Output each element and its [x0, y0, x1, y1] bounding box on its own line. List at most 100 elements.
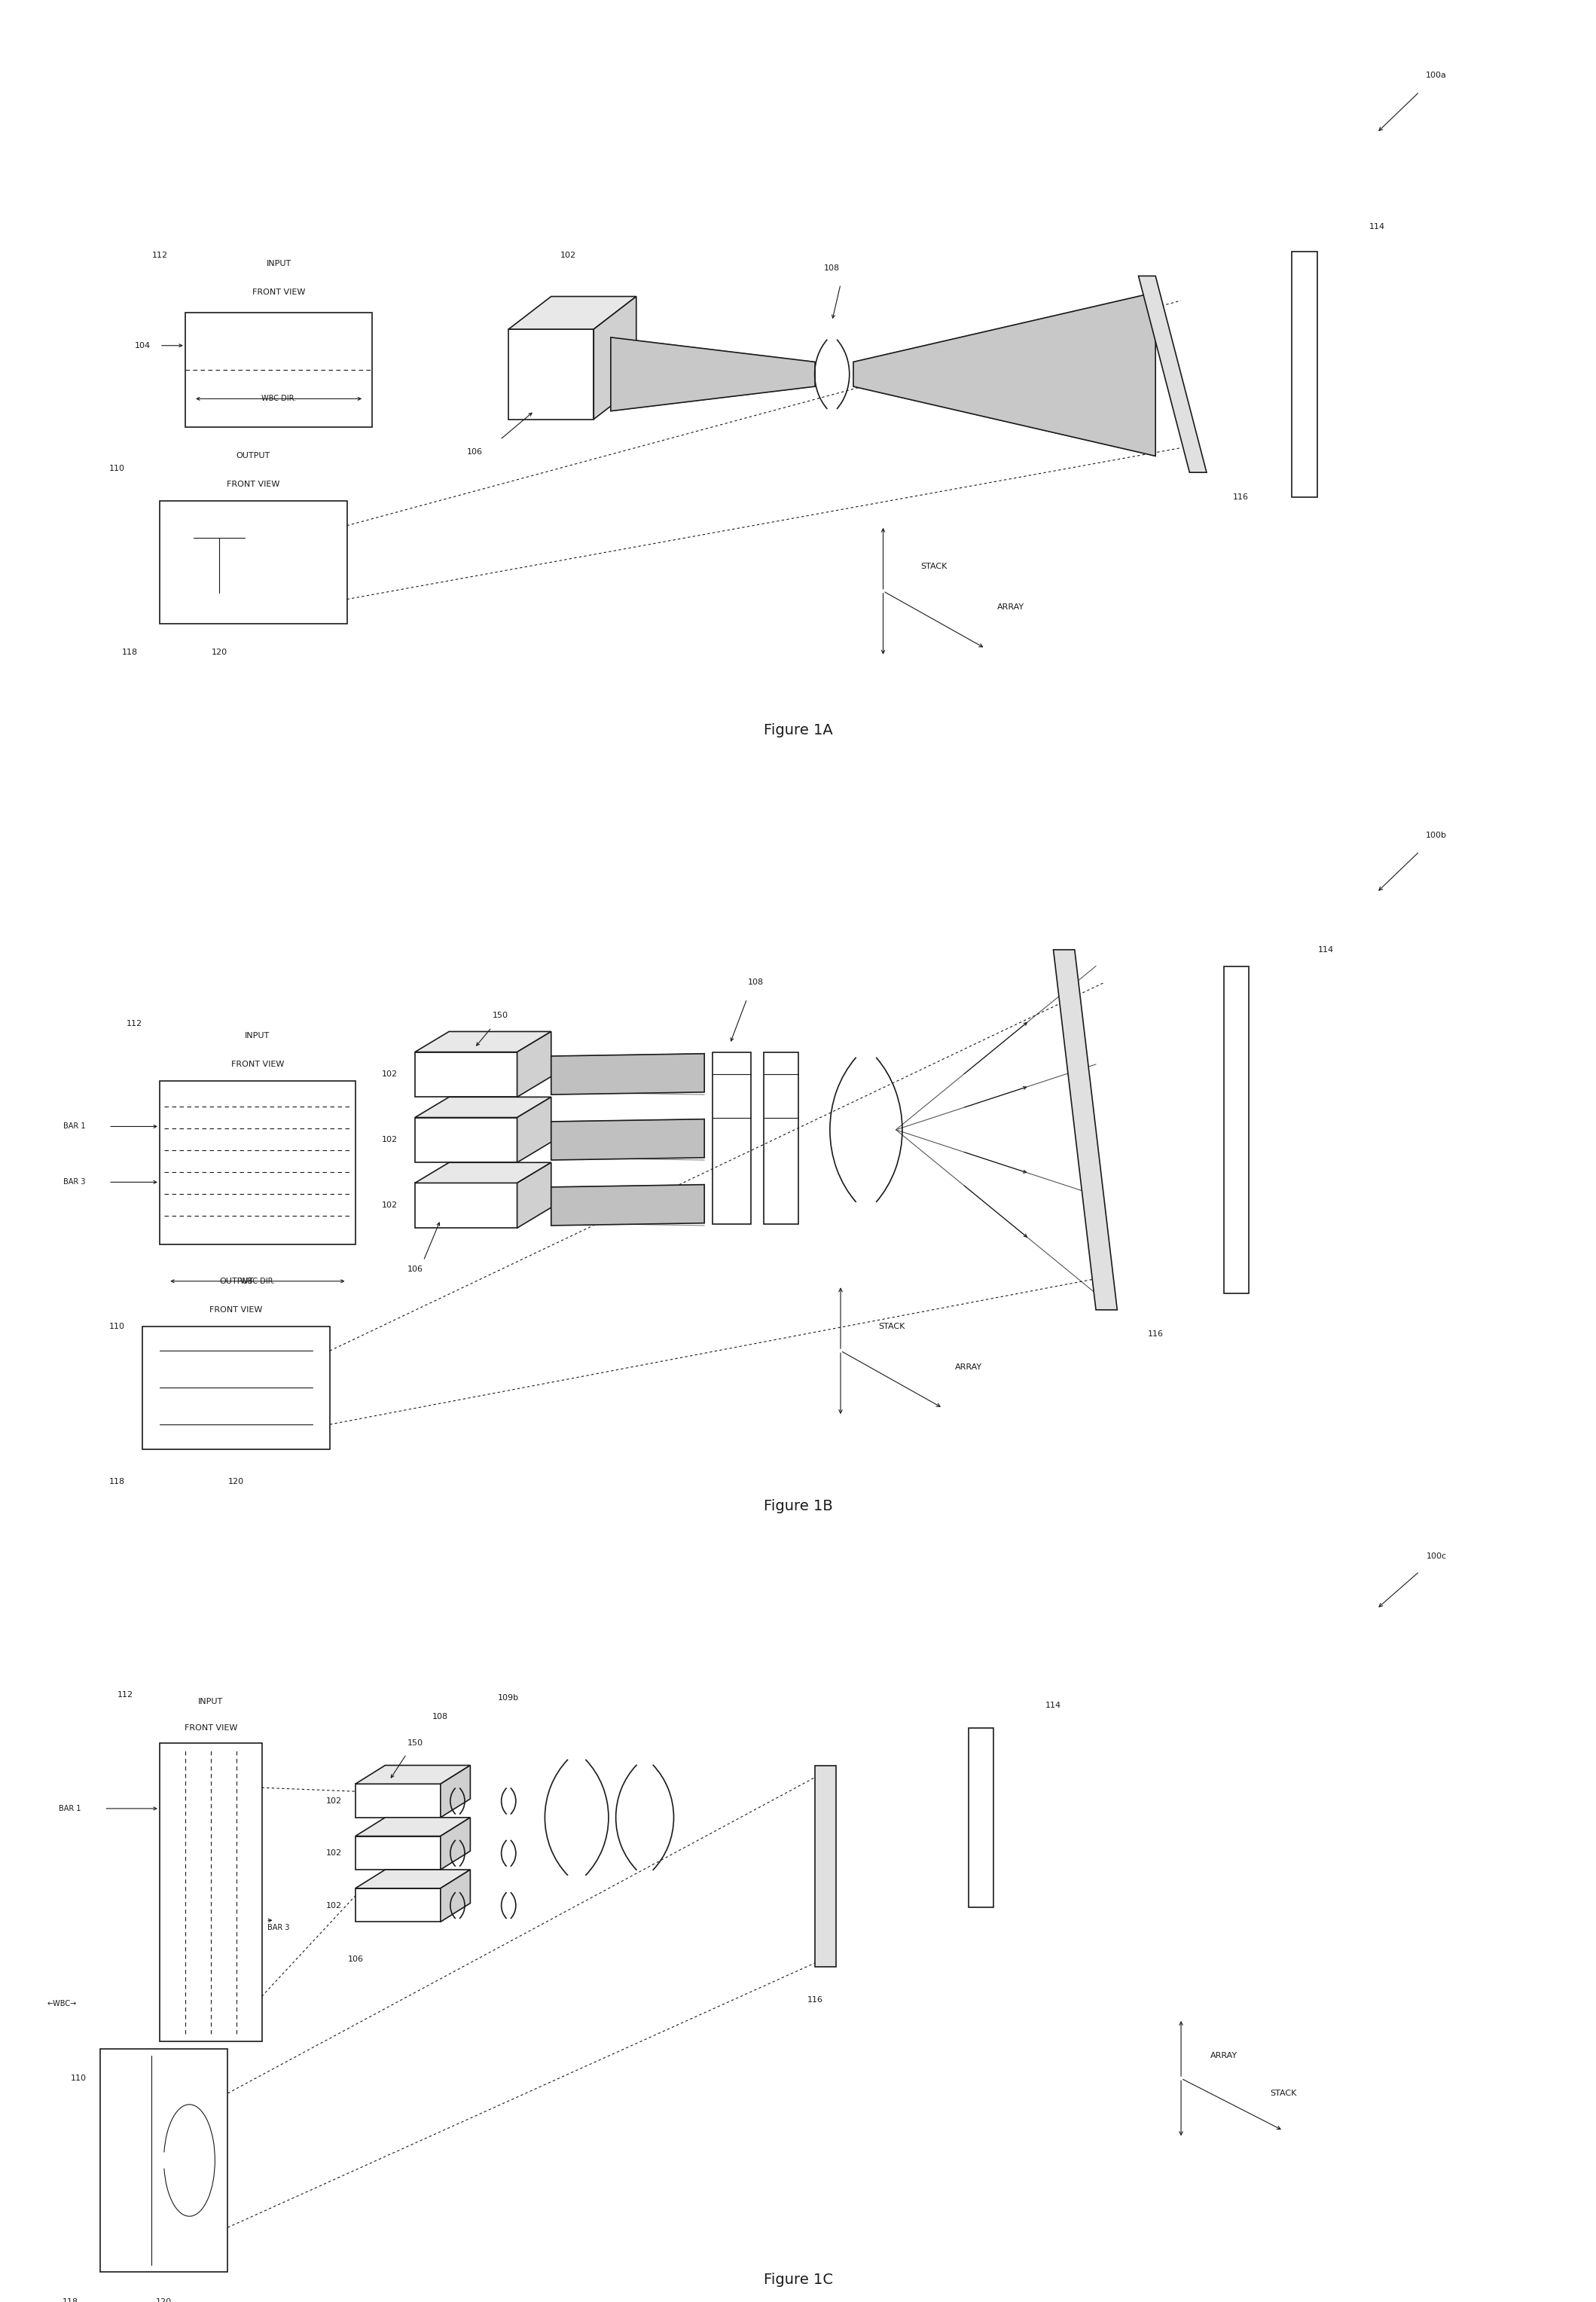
- Text: 100c: 100c: [1427, 1554, 1446, 1561]
- Text: Figure 1C: Figure 1C: [763, 2272, 833, 2286]
- Text: 120: 120: [228, 1478, 244, 1485]
- Polygon shape: [356, 1766, 471, 1784]
- Bar: [969, 1729, 994, 1906]
- Text: 118: 118: [62, 2297, 78, 2302]
- Text: INPUT: INPUT: [198, 1699, 223, 1706]
- Text: 116: 116: [1148, 1331, 1163, 1337]
- Text: STACK: STACK: [1270, 2090, 1296, 2097]
- Text: BAR 3: BAR 3: [268, 1924, 290, 1931]
- Text: 116: 116: [808, 1996, 824, 2003]
- Text: 116: 116: [1232, 493, 1248, 502]
- Polygon shape: [440, 1819, 471, 1869]
- Text: 102: 102: [560, 251, 576, 260]
- Bar: [1291, 251, 1317, 497]
- Text: 150: 150: [492, 1011, 508, 1020]
- Text: 110: 110: [109, 1321, 124, 1331]
- Text: 102: 102: [381, 1202, 397, 1209]
- Text: FRONT VIEW: FRONT VIEW: [209, 1305, 263, 1314]
- Text: 114: 114: [1045, 1701, 1061, 1710]
- Text: 108: 108: [433, 1713, 448, 1720]
- Bar: [764, 1052, 798, 1225]
- Bar: [356, 1837, 440, 1869]
- Text: 112: 112: [126, 1020, 142, 1027]
- Text: 114: 114: [1369, 223, 1385, 230]
- Bar: [415, 1116, 517, 1163]
- Text: 112: 112: [118, 1690, 134, 1699]
- Bar: [101, 2049, 228, 2272]
- Text: 110: 110: [70, 2074, 86, 2081]
- Text: ARRAY: ARRAY: [954, 1363, 982, 1372]
- Text: Figure 1A: Figure 1A: [763, 723, 833, 737]
- Text: INPUT: INPUT: [244, 1031, 270, 1041]
- Bar: [185, 313, 372, 428]
- Bar: [160, 502, 346, 624]
- Text: BAR 3: BAR 3: [64, 1179, 86, 1186]
- Polygon shape: [551, 1186, 704, 1225]
- Text: ←WBC→: ←WBC→: [46, 2000, 77, 2007]
- Polygon shape: [551, 1054, 704, 1093]
- Text: 110: 110: [109, 465, 124, 472]
- Bar: [713, 1052, 752, 1225]
- Bar: [509, 329, 594, 419]
- Text: 102: 102: [326, 1798, 342, 1805]
- Text: 106: 106: [407, 1266, 423, 1273]
- Text: 150: 150: [407, 1740, 423, 1747]
- Text: FRONT VIEW: FRONT VIEW: [227, 481, 279, 488]
- Text: 108: 108: [824, 265, 839, 272]
- Bar: [356, 1888, 440, 1922]
- Polygon shape: [611, 338, 816, 412]
- Text: BAR 1: BAR 1: [64, 1123, 86, 1130]
- Text: ARRAY: ARRAY: [1210, 2053, 1237, 2060]
- Text: INPUT: INPUT: [267, 260, 292, 267]
- Polygon shape: [415, 1031, 551, 1052]
- Text: 100a: 100a: [1425, 71, 1448, 78]
- Text: 114: 114: [1318, 946, 1334, 953]
- Polygon shape: [415, 1163, 551, 1183]
- Text: 108: 108: [747, 978, 763, 985]
- Polygon shape: [1138, 276, 1207, 472]
- Text: 109b: 109b: [498, 1694, 519, 1701]
- Text: STACK: STACK: [878, 1321, 905, 1331]
- Text: 120: 120: [156, 2297, 172, 2302]
- Text: WBC DIR.: WBC DIR.: [239, 1278, 275, 1285]
- Polygon shape: [816, 1766, 836, 1966]
- Text: 118: 118: [109, 1478, 124, 1485]
- Text: 100b: 100b: [1425, 831, 1448, 838]
- Polygon shape: [551, 1119, 704, 1160]
- Text: 102: 102: [326, 1901, 342, 1908]
- Text: 106: 106: [348, 1954, 364, 1964]
- Text: 120: 120: [211, 649, 227, 656]
- Bar: [415, 1183, 517, 1227]
- Text: 102: 102: [381, 1135, 397, 1144]
- Text: STACK: STACK: [921, 562, 948, 571]
- Polygon shape: [517, 1031, 551, 1098]
- Text: 112: 112: [152, 251, 168, 260]
- Polygon shape: [415, 1098, 551, 1116]
- Polygon shape: [440, 1869, 471, 1922]
- Text: 102: 102: [326, 1849, 342, 1858]
- Text: BAR 1: BAR 1: [59, 1805, 81, 1812]
- Text: Figure 1B: Figure 1B: [763, 1499, 833, 1512]
- Polygon shape: [509, 297, 637, 329]
- Polygon shape: [356, 1819, 471, 1837]
- Text: WBC DIR.: WBC DIR.: [262, 396, 297, 403]
- Polygon shape: [517, 1098, 551, 1163]
- Text: FRONT VIEW: FRONT VIEW: [231, 1061, 284, 1068]
- Text: 102: 102: [381, 1070, 397, 1077]
- Text: OUTPUT: OUTPUT: [219, 1278, 254, 1285]
- Text: 118: 118: [121, 649, 137, 656]
- Polygon shape: [517, 1163, 551, 1227]
- Bar: [160, 1743, 262, 2042]
- Polygon shape: [356, 1869, 471, 1888]
- Bar: [356, 1784, 440, 1819]
- Bar: [142, 1326, 330, 1448]
- Text: 104: 104: [134, 341, 150, 350]
- Polygon shape: [594, 297, 637, 419]
- Bar: [1224, 967, 1250, 1294]
- Text: 106: 106: [466, 449, 482, 456]
- Bar: [415, 1052, 517, 1098]
- Polygon shape: [440, 1766, 471, 1819]
- Text: ARRAY: ARRAY: [997, 603, 1025, 612]
- Polygon shape: [854, 292, 1156, 456]
- Text: FRONT VIEW: FRONT VIEW: [184, 1724, 238, 1731]
